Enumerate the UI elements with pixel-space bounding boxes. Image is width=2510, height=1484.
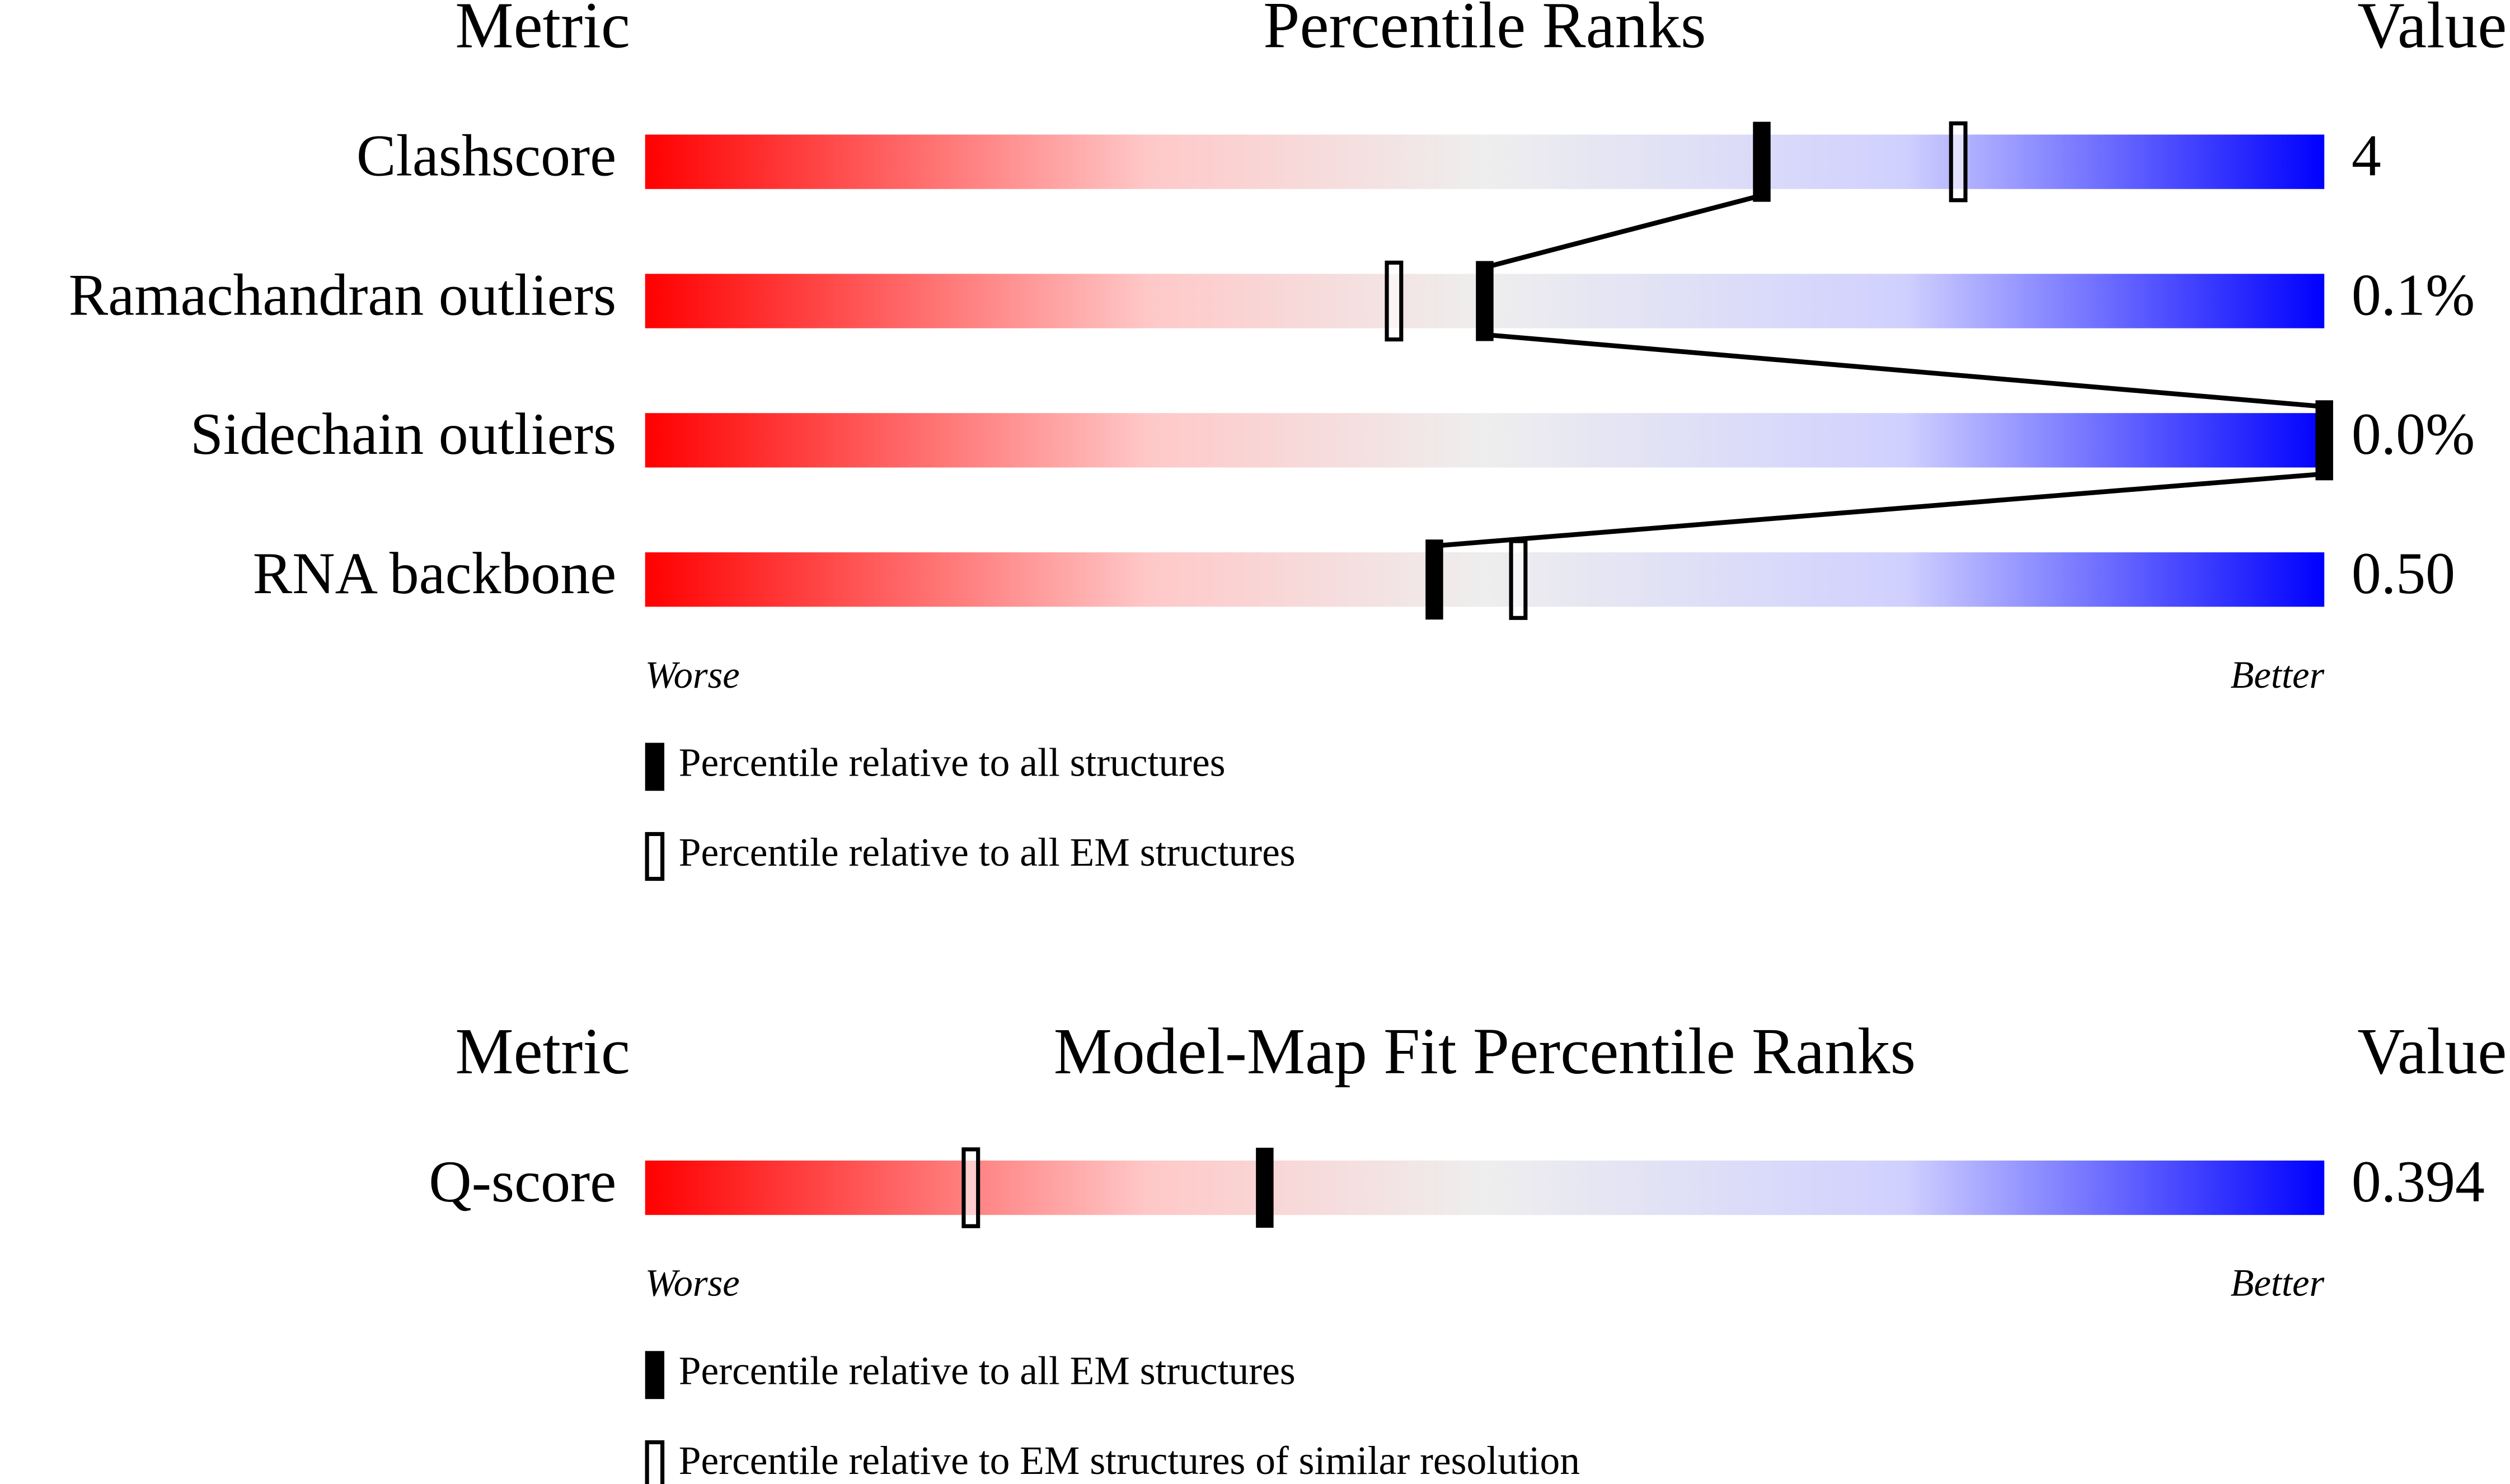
open-marker — [1385, 260, 1404, 342]
legend-filled-icon — [645, 1351, 665, 1400]
filled-marker — [1256, 1148, 1274, 1228]
metric-value: 0.1% — [2352, 262, 2475, 327]
connector-line — [1484, 332, 2325, 410]
better-label: Better — [2231, 654, 2325, 696]
legend-open-text: Percentile relative to all EM structures — [679, 830, 1296, 875]
value-header: Value — [2357, 0, 2507, 62]
worse-label: Worse — [645, 654, 740, 696]
filled-marker — [1753, 121, 1771, 202]
legend-filled-text: Percentile relative to all EM structures — [679, 1349, 1296, 1393]
legend-open-icon — [645, 1440, 665, 1484]
metric-header: Metric — [455, 0, 630, 62]
legend-filled-text: Percentile relative to all structures — [679, 741, 1226, 785]
metric-header: Metric — [455, 1015, 630, 1088]
panel-title: Percentile Ranks — [1263, 0, 1706, 62]
percentile-bar — [645, 552, 2325, 607]
legend-open-icon — [645, 832, 665, 881]
metric-label: Clashscore — [356, 123, 616, 188]
open-marker — [1509, 539, 1528, 620]
metric-label: Q-score — [429, 1149, 616, 1214]
open-marker — [961, 1147, 980, 1228]
filled-marker — [1425, 539, 1443, 620]
legend-open-text: Percentile relative to EM structures of … — [679, 1439, 1580, 1483]
metric-value: 0.50 — [2352, 541, 2455, 606]
legend-filled-icon — [645, 743, 665, 791]
percentile-bar — [645, 413, 2325, 468]
metric-value: 4 — [2352, 123, 2381, 188]
percentile-bar — [645, 134, 2325, 189]
value-header: Value — [2357, 1015, 2507, 1088]
filled-marker — [2315, 400, 2333, 481]
filled-marker — [1476, 261, 1494, 341]
metric-value: 0.394 — [2352, 1149, 2485, 1214]
percentile-bar — [645, 1160, 2325, 1215]
worse-label: Worse — [645, 1262, 740, 1304]
connector-line — [1434, 471, 2325, 548]
open-marker — [1949, 121, 1968, 203]
panel-title: Model-Map Fit Percentile Ranks — [1054, 1015, 1916, 1088]
connector-line — [1484, 193, 1763, 270]
metric-label: Sidechain outliers — [190, 401, 616, 467]
better-label: Better — [2231, 1262, 2325, 1304]
metric-label: RNA backbone — [253, 541, 617, 606]
metric-value: 0.0% — [2352, 401, 2475, 467]
metric-label: Ramachandran outliers — [69, 262, 617, 327]
